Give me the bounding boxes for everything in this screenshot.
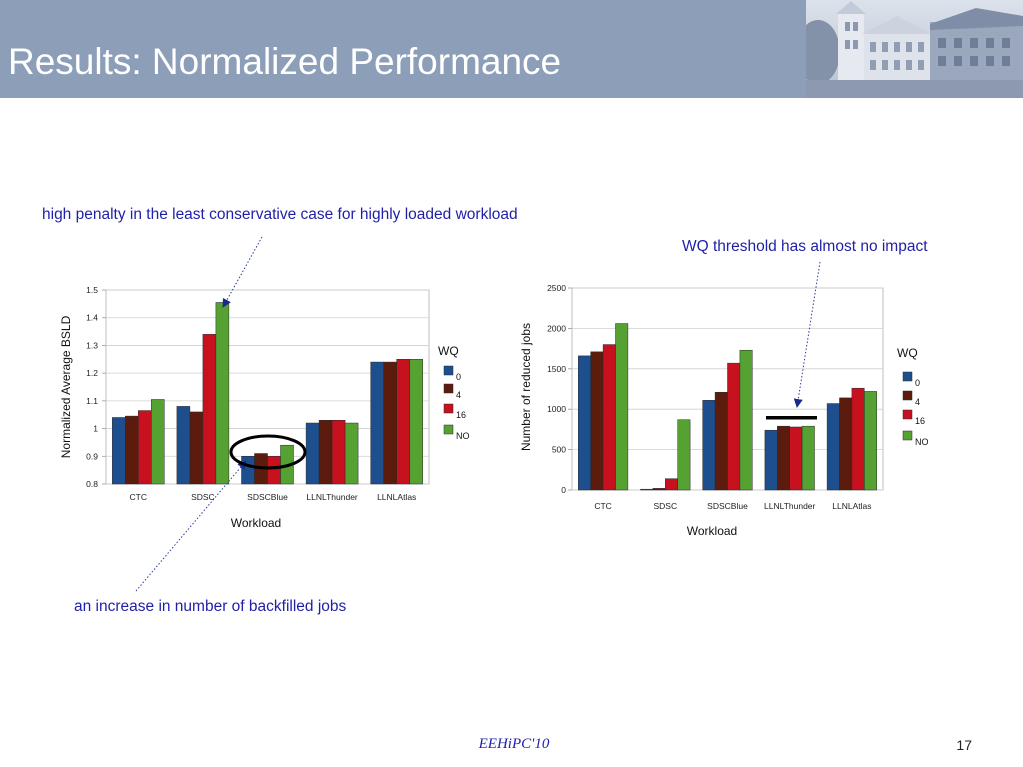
bar-llnlthunder-wq-no [801,425,815,491]
y-tick-label: 1.2 [86,368,98,378]
x-axis-title: Workload [231,516,281,530]
legend-label: 0 [456,372,461,382]
bar-llnlatlas-wq-no [409,359,423,485]
x-tick-label: SDSC [191,492,215,502]
y-axis-title: Number of reduced jobs [519,323,533,451]
x-axis-title: Workload [687,524,737,538]
annotation-wq-threshold: WQ threshold has almost no impact [682,238,928,255]
x-tick-label: SDSCBlue [247,492,288,502]
legend-swatch [443,424,454,435]
y-tick-label: 2500 [547,283,566,293]
y-tick-label: 0.9 [86,451,98,461]
slide-header: Results: Normalized Performance [0,0,806,98]
legend-swatch [443,365,454,376]
legend-label: 16 [915,416,925,426]
x-tick-label: CTC [594,501,611,511]
annotation-arrow-backfill [135,460,247,592]
legend-label: 4 [456,390,461,400]
bar-sdscblue-wq-no [739,349,753,491]
x-tick-label: CTC [130,492,147,502]
legend-swatch [902,409,913,420]
y-tick-label: 1.3 [86,340,98,350]
y-tick-label: 0.8 [86,479,98,489]
y-tick-label: 1.4 [86,313,98,323]
y-tick-label: 1 [93,424,98,434]
legend-label: 4 [915,397,920,407]
legend-swatch [902,371,913,382]
bar-llnlthunder-wq-no [344,422,359,485]
campus-building-photo [806,0,1023,98]
x-tick-label: SDSC [653,501,677,511]
highlight-ellipse [229,434,307,470]
highlight-bar [766,416,817,420]
x-tick-label: LLNLThunder [306,492,358,502]
bar-ctc-wq-no [615,323,629,491]
y-tick-label: 500 [552,445,566,455]
chart-normalized-bsld: 0.8 0.9 1 1.1 1.2 1.3 1.4 1.5 CTC SDSC SDSCBlue LLN… [59,285,470,530]
bar-sdsc-wq-no [215,302,230,485]
chart-reduced-jobs: 0 500 1000 1500 2000 2500 CTC SDSC SDSCBlue LLNLT… [519,283,929,538]
x-tick-label: SDSCBlue [707,501,748,511]
footer-conference: EEHiPC'10 [478,736,550,752]
legend-label: NO [456,431,470,441]
legend: WQ 0 4 16 NO [438,344,470,441]
slide-title: Results: Normalized Performance [8,41,562,82]
bar-sdsc-wq-no [677,419,691,491]
annotation-backfilled-jobs: an increase in number of backfilled jobs [74,598,347,615]
legend-swatch [443,403,454,414]
y-tick-label: 1.1 [86,396,98,406]
legend-label: NO [915,437,929,447]
y-tick-label: 2000 [547,323,566,333]
y-tick-label: 0 [561,485,566,495]
legend-swatch [902,390,913,401]
legend-label: 16 [456,410,466,420]
x-tick-label: LLNLThunder [764,501,816,511]
x-tick-label: LLNLAtlas [377,492,416,502]
legend-swatch [902,430,913,441]
x-tick-label: LLNLAtlas [832,501,871,511]
y-tick-label: 1500 [547,364,566,374]
annotation-arrow-wq [793,261,821,408]
annotation-high-penalty: high penalty in the least conservative c… [42,206,518,223]
legend: WQ 0 4 16 NO [897,346,929,447]
legend-swatch [443,383,454,394]
legend-label: 0 [915,378,920,388]
bar-ctc-wq-no [151,399,165,485]
y-axis-title: Normalized Average BSLD [59,315,73,458]
legend-title: WQ [438,344,459,358]
page-number: 17 [956,737,972,753]
bar-llnlatlas-wq-no [864,391,877,491]
y-tick-label: 1.5 [86,285,98,295]
annotation-arrow-penalty [222,236,263,308]
legend-title: WQ [897,346,918,360]
y-tick-label: 1000 [547,404,566,414]
